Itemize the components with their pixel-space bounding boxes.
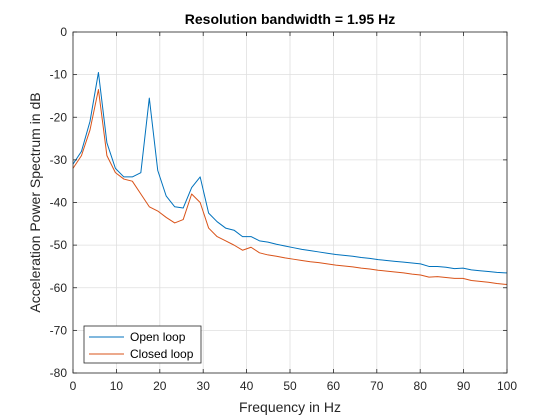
x-tick-label: 90 — [457, 379, 471, 393]
x-tick-label: 40 — [240, 379, 254, 393]
x-axis-label: Frequency in Hz — [239, 399, 341, 415]
legend-label-1: Open loop — [130, 330, 186, 344]
y-tick-label: -50 — [50, 238, 68, 252]
series-layer — [72, 71, 507, 285]
x-tick-label: 0 — [70, 379, 77, 393]
y-tick-label: -80 — [50, 366, 68, 380]
y-tick-label: -20 — [50, 110, 68, 124]
y-tick-label: -10 — [50, 68, 68, 82]
x-tick-label: 100 — [497, 379, 517, 393]
legend-box — [83, 325, 202, 364]
x-tick-label: 20 — [153, 379, 167, 393]
legend-label-2: Closed loop — [130, 347, 194, 361]
y-tick-label: -70 — [50, 323, 68, 337]
chart-title: Resolution bandwidth = 1.95 Hz — [185, 11, 395, 27]
x-tick-label: 50 — [283, 379, 297, 393]
y-tick-label: 0 — [60, 25, 67, 39]
x-tick-label: 60 — [327, 379, 341, 393]
legend: Open loop Closed loop — [83, 325, 202, 364]
series-line-1 — [72, 71, 507, 274]
y-tick-label: -40 — [50, 196, 68, 210]
x-tick-label: 70 — [370, 379, 384, 393]
y-tick-label: -30 — [50, 153, 68, 167]
x-tick-label: 80 — [414, 379, 428, 393]
series-line-2 — [72, 89, 507, 285]
ticks: 0 10 20 30 40 50 60 70 80 90 100 -80 -70 -60 -50 -40 -30… — [50, 25, 518, 393]
y-tick-label: -60 — [50, 281, 68, 295]
x-tick-label: 30 — [197, 379, 211, 393]
x-tick-label: 10 — [110, 379, 124, 393]
y-axis-label: Acceleration Power Spectrum in dB — [27, 92, 43, 312]
